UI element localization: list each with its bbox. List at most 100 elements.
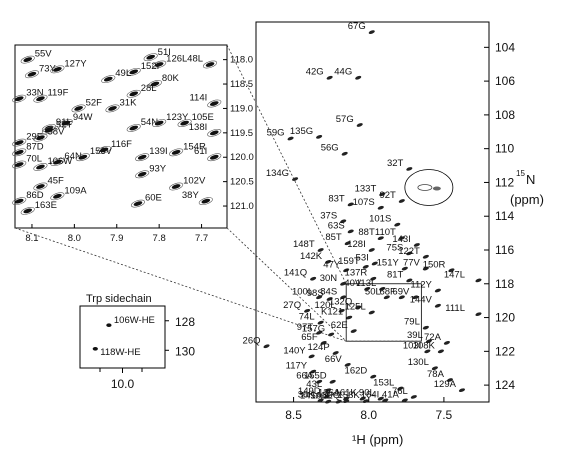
main-peak-label-72a: 72A [424,332,442,343]
inset-peak-contour-49l [101,75,116,84]
inset-peak-label-127y: 127Y [64,58,87,69]
main-peak-label-77v: 77V [403,258,421,269]
inset-x-tick-label-8-1: 8.1 [25,233,38,244]
main-peak-69v [412,295,419,300]
main-peak-42g [326,75,333,80]
inset-peak-80k [150,81,160,87]
inset-peak-label-139i: 139I [149,146,168,157]
inset-y-tick-label-119-0: 119.0 [230,103,253,114]
inset-y-tick-label-120-0: 120.0 [230,152,254,163]
main-peak-63s [347,229,354,234]
main-peak-143i [413,243,420,247]
main-peak-66v [344,362,351,367]
inset-peak-label-93y: 93Y [149,163,167,174]
main-peak-66a [316,379,323,384]
inset-peak-label-51i: 51I [158,47,171,58]
main-peak-label-43l: 43L [306,379,322,390]
inset-peak-contour-154r [169,148,184,157]
inset-peak-45f [36,184,45,189]
main-peak-label-66a: 66A [296,371,314,382]
main-peak-label-133t: 133T [355,183,377,194]
main-y-tick-label-120: 120 [495,311,515,325]
main-peak-label-97t: 97T [297,322,314,333]
inset-peak-contour-127y [50,65,65,74]
main-peak-label-66v: 66V [325,354,343,365]
main-peak-129a [458,388,465,393]
inset-peak-87d [14,150,24,155]
main-peak-label-89q: 89Q [322,390,340,401]
main-peak-label-111l: 111L [445,303,465,314]
inset-peak-label-86d: 86D [26,190,44,201]
inset-y-tick-label-120-5: 120.5 [230,177,254,188]
inset-peak-contour-61i [207,153,222,162]
main-peak-36k [317,398,324,403]
main-peak-label-56g: 56G [321,143,339,154]
main-peak-92t [398,199,405,203]
inset-peak-60e [133,201,143,206]
main-plot-frame [255,21,490,403]
inset-peak-127y [53,67,62,72]
trp-peak-106w-he [106,323,112,327]
inset-peak-label-114i: 114I [189,93,207,104]
trp-x-tick-label-10-0: 10.0 [111,377,135,391]
inset-peak-contour-106w [33,163,48,171]
main-peak-label-27q: 27Q [283,300,301,311]
main-peak-124p [332,351,339,355]
main-peak-label-81t: 81T [387,269,404,280]
main-peak-27q [304,308,311,313]
inset-peak-114i [209,101,219,106]
main-peak-label-150r: 150R [423,259,446,270]
main-peak-label-125l: 125L [345,301,366,312]
inset-peak-label-61i: 61I [194,146,207,157]
main-peak-130l [431,366,438,371]
main-peak-label-26q: 26Q [243,335,261,346]
main-peak-label-30n: 30N [320,273,338,284]
main-peak-label-98s: 98S [307,288,324,299]
inset-peak-94w [61,120,71,126]
main-peak-label-120l: 120L [315,300,336,311]
inset-y-tick-label-118-5: 118.5 [230,79,253,90]
main-peak-65f [320,341,327,345]
main-peak-59g [287,136,294,141]
inset-peak-52f [74,106,83,111]
inset-x-tick-label-7-9: 7.9 [110,233,123,244]
main-peak-label-130l: 130L [408,357,429,368]
main-peak-label-92t: 92T [379,190,396,201]
main-peak-label-68f: 68F [379,286,396,297]
inset-peak-106w [36,164,45,170]
main-peak-81t [406,278,413,283]
main-peak-159t [362,265,369,269]
connector-line-middle [226,227,347,342]
main-y-axis-label-prefix: 15 [516,169,525,178]
inset-peak-label-29e: 29E [26,132,43,143]
main-peak-label-76l: 76L [392,386,408,397]
main-peak-88t [377,236,384,241]
main-peak-151y [401,266,408,271]
main-peak-135g [316,134,323,139]
trp-peak-label-118w-he: 118W-HE [100,347,140,358]
main-peak-label-128i: 128I [347,239,366,250]
main-peak-137r [370,276,377,281]
main-peak-98s [326,297,333,301]
inset-peak-label-163e: 163E [35,200,57,211]
main-peak-label-148t: 148T [293,239,315,250]
inset-peak-154r [171,150,181,155]
main-peak-label-62e: 62E [331,320,348,331]
main-peak-label-36k: 36K [298,389,316,400]
inset-peak-55v [23,57,33,62]
inset-peak-58v [36,135,45,141]
main-peak-label-134g: 134G [266,168,289,179]
inset-y-tick-label-119-5: 119.5 [230,128,253,139]
main-peak-77v [422,266,429,271]
main-y-tick-label-106: 106 [495,74,515,88]
main-peak-label-53i: 53I [356,253,369,264]
main-peak-160e [335,399,342,404]
inset-peak-label-123y: 123Y [166,112,189,123]
trp-inset-panel: Trp sidechain 10.0 128 130 106W-HE 118W-HE [79,293,195,391]
inset-y-tick-label-121-0: 121.0 [230,201,254,212]
inset-peak-label-64n: 64N [64,151,82,162]
inset-peak-86d [14,198,24,204]
inset-peak-label-60e: 60E [145,193,162,204]
main-peak-89q [343,399,350,404]
